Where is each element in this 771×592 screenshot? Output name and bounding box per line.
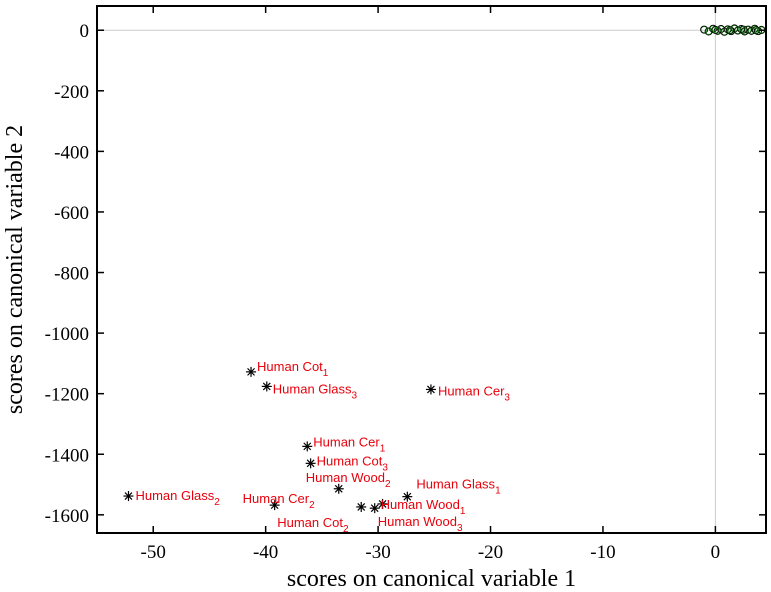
asterisk-marker <box>261 381 272 392</box>
y-tick-label: -1200 <box>45 385 89 406</box>
point-label-subscript: 3 <box>457 523 463 534</box>
asterisk-stroke <box>403 492 412 501</box>
point-label-subscript: 2 <box>343 524 349 535</box>
point-label-subscript: 3 <box>382 462 388 473</box>
point-label-base: Human Cer <box>438 383 505 398</box>
y-tick-label: -1000 <box>45 324 89 345</box>
x-axis-title: scores on canonical variable 1 <box>287 566 576 592</box>
asterisk-stroke <box>247 367 255 376</box>
y-axis-title: scores on canonical variable 2 <box>2 125 28 414</box>
asterisk-stroke <box>124 492 133 500</box>
asterisk-stroke <box>303 442 312 451</box>
y-tick-label: -200 <box>54 82 89 103</box>
point-label-base: Human Wood <box>381 497 460 512</box>
asterisk-stroke <box>270 501 279 510</box>
zero-grid-lines <box>97 6 766 533</box>
point-label-base: Human Cot <box>257 359 323 374</box>
point-label: Human Glass2 <box>135 488 220 508</box>
cluster-point-outline <box>739 25 748 34</box>
x-tick-label: -50 <box>141 542 166 563</box>
x-tick-label: -20 <box>478 542 503 563</box>
asterisk-marker <box>333 483 344 494</box>
point-label-base: Human Cot <box>317 453 383 468</box>
x-tick-label: -10 <box>590 542 615 563</box>
point-label-subscript: 2 <box>214 497 220 508</box>
point-label-base: Human Wood <box>306 470 385 485</box>
asterisk-stroke <box>334 484 343 493</box>
point-label-base: Human Cer <box>243 491 310 506</box>
x-tick-label: -30 <box>365 542 390 563</box>
point-label: Human Cer2 <box>243 491 315 511</box>
point-label: Human Glass1 <box>416 477 501 497</box>
asterisk-stroke <box>378 499 387 508</box>
point-label-subscript: 3 <box>352 390 358 401</box>
point-label-subscript: 2 <box>385 479 391 490</box>
asterisk-marker <box>369 503 380 514</box>
asterisk-stroke <box>306 459 315 468</box>
asterisk-marker <box>377 498 388 509</box>
point-label-base: Human Cer <box>313 434 380 449</box>
asterisk-stroke <box>262 382 271 391</box>
point-label-subscript: 2 <box>309 500 315 511</box>
asterisk-marker <box>246 366 257 377</box>
plot-frame <box>96 5 767 534</box>
asterisk-marker <box>123 491 134 502</box>
point-label: Human Cer3 <box>438 383 510 403</box>
point-label-subscript: 1 <box>460 506 466 517</box>
y-tick-label: 0 <box>80 21 90 42</box>
point-label: Human Cot3 <box>317 453 389 473</box>
asterisk-stroke <box>357 503 366 511</box>
cluster-point-outline <box>711 25 720 34</box>
cluster-point-outline <box>726 26 735 35</box>
axis-ticks: -50 -40 -30 -20 -10 00-200-400-600-800-1000-1… <box>45 6 766 563</box>
y-tick-label: -1600 <box>45 506 89 527</box>
point-label-base: Human Wood <box>378 514 457 529</box>
point-label-base: Human Cot <box>277 515 343 530</box>
point-label-subscript: 1 <box>495 486 501 497</box>
point-label: Human Cot2 <box>277 515 349 535</box>
asterisk-marker <box>356 501 367 512</box>
point-label: Human Glass3 <box>273 381 358 401</box>
asterisk-marker <box>425 384 436 395</box>
point-label: Human Cot1 <box>257 359 329 379</box>
point-label-subscript: 1 <box>323 368 329 379</box>
point-label: Human Wood3 <box>378 514 463 534</box>
point-label: Human Wood1 <box>381 497 466 517</box>
data-points <box>123 24 766 514</box>
point-label: Human Cer1 <box>313 434 385 454</box>
point-label: Human Wood2 <box>306 470 391 490</box>
y-tick-label: -800 <box>54 264 89 285</box>
point-label-base: Human Glass <box>273 381 352 396</box>
asterisk-marker <box>302 441 313 452</box>
asterisk-marker <box>402 491 413 502</box>
asterisk-marker <box>305 458 316 469</box>
point-label-base: Human Glass <box>416 477 495 492</box>
point-label-subscript: 3 <box>504 392 510 403</box>
asterisk-stroke <box>427 385 435 394</box>
cluster-point-outline <box>700 25 709 34</box>
point-label-base: Human Glass <box>135 488 214 503</box>
y-tick-label: -400 <box>54 142 89 163</box>
x-tick-label: 0 <box>711 542 721 563</box>
asterisk-marker <box>269 500 280 511</box>
point-label-subscript: 1 <box>380 443 386 454</box>
y-tick-label: -600 <box>54 203 89 224</box>
asterisk-stroke <box>370 504 379 513</box>
y-tick-label: -1400 <box>45 445 89 466</box>
x-tick-label: -40 <box>253 542 278 563</box>
